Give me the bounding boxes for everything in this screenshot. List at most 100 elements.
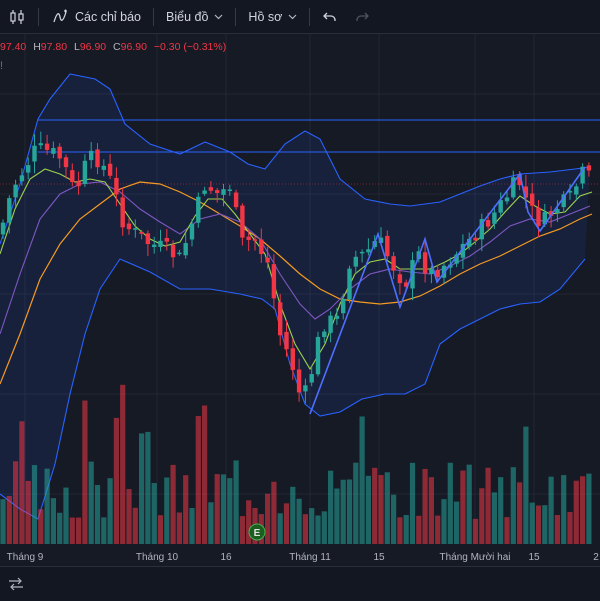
- earnings-event-icon[interactable]: [248, 523, 266, 541]
- candle-body: [290, 348, 295, 370]
- grid-lines: [0, 34, 600, 544]
- candle-body: [26, 165, 31, 173]
- compare-arrows-icon[interactable]: [8, 577, 24, 591]
- volume-bar: [13, 461, 19, 544]
- candle-body: [196, 196, 201, 223]
- volume-bar: [573, 480, 579, 544]
- candle-body: [139, 231, 144, 234]
- candle-body: [309, 374, 314, 383]
- volume-bar: [391, 494, 397, 544]
- candle-body: [246, 236, 251, 241]
- candles-button[interactable]: [0, 0, 34, 33]
- volume-bar: [359, 416, 365, 544]
- time-axis-label: Tháng 9: [6, 552, 44, 563]
- volume-bar: [63, 487, 69, 544]
- volume-bar: [38, 509, 44, 544]
- volume-bar: [164, 477, 170, 544]
- profile-dropdown[interactable]: Hồ sơ: [240, 0, 305, 33]
- volume-bar: [529, 502, 535, 544]
- volume-bar: [561, 475, 567, 544]
- volume-bar: [580, 476, 586, 544]
- time-axis[interactable]: Tháng 9 Tháng 10 16 Tháng 11 15 Tháng Mư…: [0, 544, 600, 566]
- high-value: 97.80: [40, 41, 68, 53]
- volume-bar: [498, 477, 504, 544]
- volume-bar: [233, 460, 239, 544]
- candle-body: [51, 148, 56, 154]
- candle-body: [536, 207, 541, 226]
- volume-bar: [485, 467, 491, 544]
- candle-body: [158, 240, 163, 247]
- candle-body: [296, 369, 302, 393]
- candle-body: [202, 190, 207, 194]
- candle-body: [44, 143, 50, 150]
- volume-bar: [328, 470, 334, 544]
- volume-bar: [176, 512, 182, 544]
- redo-button[interactable]: [346, 0, 378, 33]
- indicators-label: Các chỉ báo: [75, 9, 142, 24]
- candle-body: [328, 315, 333, 333]
- candle-body: [170, 244, 176, 258]
- close-value: 96.90: [120, 41, 147, 53]
- volume-bar: [76, 517, 82, 544]
- price-change: −0.30 (−0.31%): [153, 41, 227, 53]
- volume-bar: [504, 517, 510, 544]
- ohlc-legend: 97.40 H97.80 L96.90 C96.90 −0.30 (−0.31%…: [0, 41, 226, 53]
- candle-body: [353, 256, 358, 267]
- candle-body: [359, 251, 365, 254]
- volume-bars: [0, 384, 592, 544]
- chart-type-dropdown[interactable]: Biểu đồ: [158, 0, 231, 33]
- redo-icon: [354, 9, 370, 25]
- volume-bar: [265, 493, 271, 544]
- chart-type-label: Biểu đồ: [166, 9, 209, 24]
- low-key: L: [74, 41, 80, 53]
- volume-bar: [151, 483, 157, 544]
- candle-body: [366, 249, 371, 253]
- price-chart[interactable]: E: [0, 34, 600, 544]
- volume-bar: [428, 477, 434, 544]
- toolbar-divider: [38, 7, 39, 26]
- candle-body: [542, 212, 547, 225]
- volume-bar: [189, 508, 195, 544]
- candle-body: [208, 187, 214, 191]
- volume-bar: [44, 468, 50, 544]
- candle-body: [523, 186, 529, 198]
- candle-body: [177, 252, 182, 255]
- candle-body: [38, 143, 43, 146]
- volume-bar: [422, 468, 428, 544]
- volume-bar: [586, 473, 592, 544]
- volume-bar: [126, 489, 132, 544]
- volume-bar: [309, 508, 315, 544]
- candle-body: [240, 205, 245, 238]
- candle-body: [555, 209, 560, 213]
- volume-bar: [214, 474, 220, 544]
- volume-bar: [202, 405, 208, 544]
- candle-body: [0, 222, 6, 235]
- candle-body: [504, 197, 510, 202]
- time-axis-label: Tháng Mười hai: [439, 552, 511, 563]
- volume-bar: [384, 472, 390, 544]
- volume-bar: [466, 464, 472, 544]
- volume-bar: [315, 515, 321, 544]
- volume-bar: [472, 518, 479, 544]
- candle-body: [511, 177, 516, 198]
- undo-icon: [322, 9, 338, 25]
- trendline-drawing[interactable]: [309, 166, 586, 415]
- candle-body: [126, 223, 132, 230]
- candle-body: [95, 149, 100, 168]
- volume-bar: [239, 516, 245, 544]
- toolbar-divider: [153, 7, 155, 26]
- candle-body: [567, 191, 573, 193]
- volume-bar: [195, 416, 201, 544]
- candle-body: [492, 212, 497, 224]
- volume-bar: [139, 433, 145, 544]
- volume-bar: [88, 461, 94, 544]
- candle-body: [63, 157, 69, 168]
- candle-body: [467, 238, 472, 247]
- volume-bar: [31, 465, 38, 544]
- volume-bar: [170, 464, 176, 544]
- volume-bar: [542, 505, 548, 544]
- candle-body: [278, 302, 283, 336]
- indicators-button[interactable]: Các chỉ báo: [43, 0, 149, 33]
- undo-button[interactable]: [314, 0, 346, 33]
- toolbar-divider: [235, 7, 237, 26]
